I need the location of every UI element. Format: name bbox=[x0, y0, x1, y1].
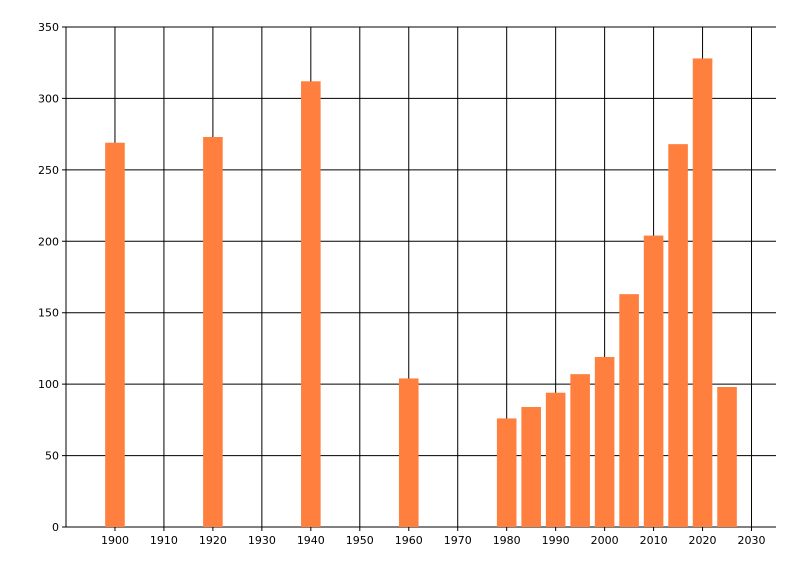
x-tick-label: 1920 bbox=[199, 534, 227, 547]
bar-2015 bbox=[668, 144, 688, 527]
y-tick-label: 50 bbox=[45, 450, 59, 463]
bar-2000 bbox=[594, 357, 615, 527]
y-tick-label: 250 bbox=[38, 164, 59, 177]
x-tick-label: 1900 bbox=[101, 534, 129, 547]
y-tick-label: 0 bbox=[52, 521, 59, 534]
y-tick-label: 350 bbox=[38, 21, 59, 34]
y-tick-label: 150 bbox=[38, 307, 59, 320]
x-tick-label: 2000 bbox=[591, 534, 619, 547]
x-tick-label: 2020 bbox=[689, 534, 717, 547]
x-tick-label: 1950 bbox=[346, 534, 374, 547]
x-tick-label: 1980 bbox=[493, 534, 521, 547]
y-tick-label: 200 bbox=[38, 235, 59, 248]
y-tick-label: 300 bbox=[38, 92, 59, 105]
x-tick-label: 1940 bbox=[297, 534, 325, 547]
x-tick-label: 1960 bbox=[395, 534, 423, 547]
bar-1990 bbox=[545, 392, 566, 527]
x-tick-label: 1910 bbox=[150, 534, 178, 547]
bar-1900 bbox=[105, 142, 125, 527]
x-tick-label: 1990 bbox=[542, 534, 570, 547]
bar-1980 bbox=[496, 418, 517, 527]
bar-1995 bbox=[570, 374, 590, 527]
bar-2010 bbox=[643, 235, 664, 528]
bar-1985 bbox=[521, 407, 541, 527]
y-tick-label: 100 bbox=[38, 378, 59, 391]
bar-1940 bbox=[301, 81, 321, 528]
x-tick-label: 1930 bbox=[248, 534, 276, 547]
x-tick-label: 2030 bbox=[738, 534, 766, 547]
bar-2025 bbox=[717, 387, 737, 527]
bar-1960 bbox=[398, 378, 419, 527]
bar-1920 bbox=[203, 137, 223, 527]
x-tick-label: 2010 bbox=[640, 534, 668, 547]
bar-2005 bbox=[619, 294, 639, 527]
x-tick-label: 1970 bbox=[444, 534, 472, 547]
bar-2020 bbox=[692, 58, 713, 528]
